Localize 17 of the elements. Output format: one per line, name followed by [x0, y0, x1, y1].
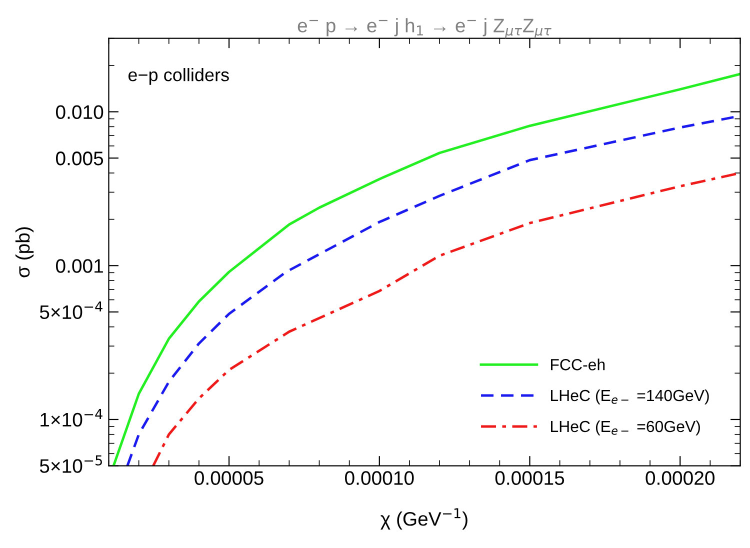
x-axis-title: χ (GeV$^{−1}$) — [380, 508, 468, 530]
x-tick-label: 0.00020 — [646, 471, 714, 485]
y-tick-label: 0.005 — [56, 152, 104, 166]
y-tick-label: 5×10$^{−5}$ — [40, 455, 102, 473]
annotation: e−p colliders — [128, 68, 229, 85]
y-tick-label: 0.001 — [56, 259, 103, 273]
x-tick-label: 0.00005 — [194, 471, 264, 485]
x-tick-label: 0.00010 — [345, 471, 414, 485]
chart-title: e$^{−}$ p → e$^{−}$ j h$_{1}$ → e$^{−}$ j Z$_{μτ}$Z$_{μτ}$ — [298, 18, 552, 38]
y-tick-label: 1×10$^{−4}$ — [40, 409, 102, 427]
legend-label: LHeC (E$_{e−}$ =60GeV) — [551, 420, 700, 436]
y-tick-label: 5×10$^{−4}$ — [40, 301, 102, 320]
y-axis-title: σ (pb) — [15, 227, 34, 278]
legend-label: FCC-eh — [551, 358, 605, 370]
legend-label: LHeC (E$_{e−}$ =140GeV) — [551, 389, 709, 404]
x-tick-label: 0.00015 — [495, 471, 564, 485]
y-tick-label: 0.010 — [56, 105, 104, 120]
